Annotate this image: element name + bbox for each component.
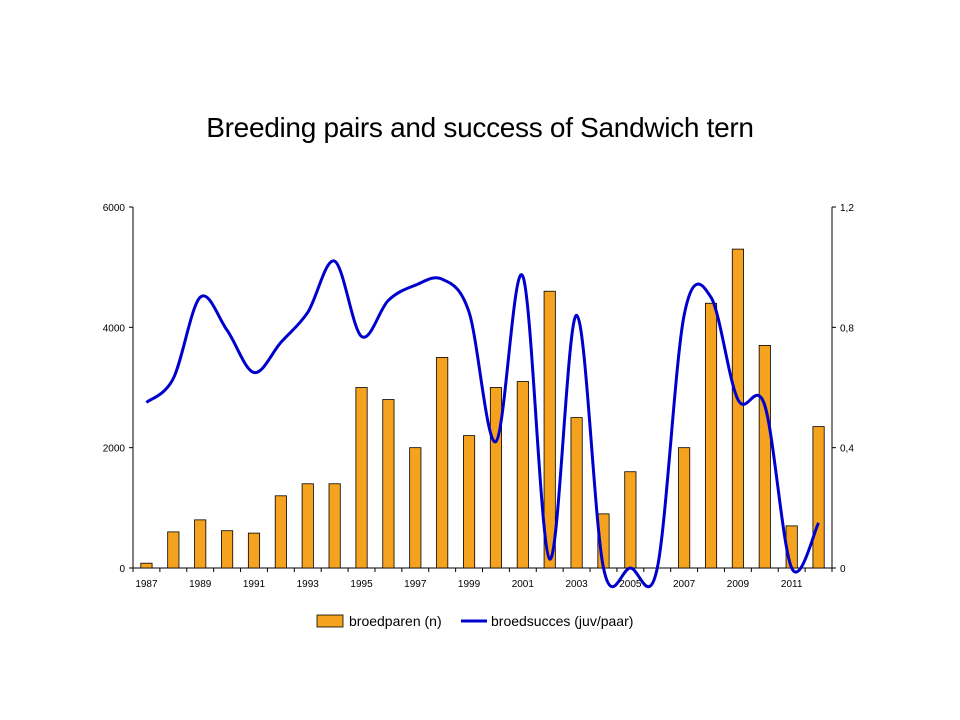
bar: [194, 519, 207, 569]
x-tick-label: 1989: [189, 579, 212, 590]
legend-bar-label: broedparen (n): [349, 613, 442, 629]
x-tick-label: 2003: [565, 579, 588, 590]
bar: [436, 357, 449, 569]
right-tick-label: 0,4: [840, 444, 854, 455]
bar: [489, 387, 502, 569]
bar: [355, 387, 368, 569]
legend-line-label: broedsucces (juv/paar): [491, 613, 633, 629]
bar: [758, 344, 771, 569]
bar: [543, 290, 556, 569]
right-tick-label: 1,2: [840, 203, 854, 214]
bar: [328, 483, 341, 569]
x-tick-label: 2005: [619, 579, 642, 590]
bar: [140, 562, 153, 569]
x-tick-label: 2009: [727, 579, 750, 590]
bar-series: [140, 248, 825, 569]
bar: [463, 435, 476, 569]
left-tick-label: 0: [119, 564, 125, 575]
x-tick-label: 1997: [404, 579, 427, 590]
bar: [516, 381, 529, 569]
line-series: [145, 259, 820, 589]
bar: [704, 302, 718, 569]
bar: [167, 531, 180, 569]
bar: [731, 248, 744, 569]
success-line: [145, 259, 820, 589]
left-tick-label: 6000: [103, 203, 126, 214]
x-tick-label: 2007: [673, 579, 696, 590]
bar: [570, 417, 583, 569]
bar: [624, 471, 637, 569]
tick-labels: 0 2000 4000 6000 0 0,4 0,8 1,2 1987 1989 1991 1993 1…: [103, 203, 855, 590]
bar: [274, 495, 287, 569]
bar: [247, 532, 261, 569]
legend-bar-swatch: [316, 614, 344, 628]
left-tick-label: 2000: [103, 444, 126, 455]
left-tick-label: 4000: [103, 323, 126, 334]
x-tick-label: 1993: [297, 579, 320, 590]
x-tick-label: 1995: [350, 579, 373, 590]
chart-title: Breeding pairs and success of Sandwich t…: [206, 112, 754, 143]
legend: broedparen (n) broedsucces (juv/paar): [316, 613, 633, 629]
x-tick-label: 2001: [512, 579, 535, 590]
bar: [678, 447, 691, 569]
right-tick-label: 0: [840, 564, 846, 575]
x-tick-label: 2011: [781, 579, 803, 590]
bar: [409, 447, 422, 569]
bar: [812, 426, 825, 569]
bar: [301, 483, 314, 569]
bar: [221, 530, 234, 569]
bar: [382, 399, 395, 569]
x-tick-label: 1991: [243, 579, 266, 590]
right-tick-label: 0,8: [840, 323, 854, 334]
x-tick-label: 1987: [135, 579, 158, 590]
x-tick-label: 1999: [458, 579, 481, 590]
